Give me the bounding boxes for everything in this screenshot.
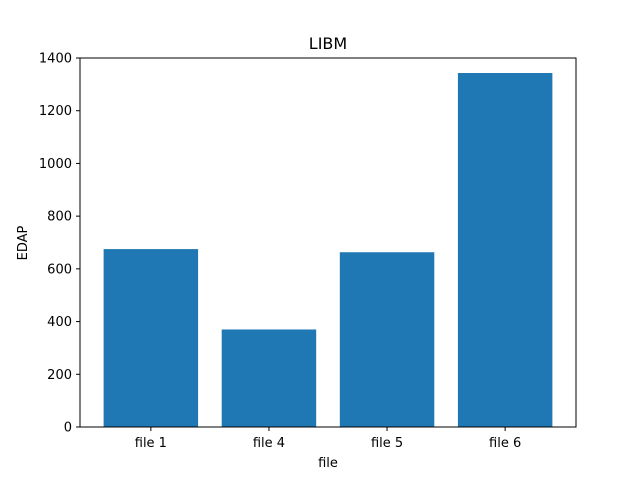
bar-file-1	[103, 249, 199, 427]
y-tick-label: 1200	[39, 104, 72, 119]
chart-title: LIBM	[309, 34, 347, 53]
bar-file-5	[339, 252, 435, 427]
y-axis-label: EDAP	[16, 225, 31, 260]
y-tick-label: 400	[47, 315, 72, 330]
x-tick-label: file 6	[489, 436, 521, 451]
bars-group	[103, 73, 553, 428]
y-tick-label: 1000	[39, 157, 72, 172]
bar-file-6	[457, 73, 553, 428]
y-tick-label: 800	[47, 210, 72, 225]
y-tick-label: 200	[47, 368, 72, 383]
x-tick-label: file 5	[371, 436, 403, 451]
y-tick-label: 1400	[39, 52, 72, 67]
x-tick-label: file 1	[135, 436, 167, 451]
y-axis-ticks: 0 200 400 600 800 1000 1200 1400	[39, 52, 80, 436]
x-tick-label: file 4	[253, 436, 285, 451]
bar-file-4	[221, 329, 317, 427]
y-tick-label: 600	[47, 262, 72, 277]
y-tick-label: 0	[64, 421, 72, 436]
x-axis-label: file	[318, 456, 338, 471]
plot-frame	[79, 57, 577, 428]
x-axis-ticks: file 1 file 4 file 5 file 6	[135, 427, 521, 451]
